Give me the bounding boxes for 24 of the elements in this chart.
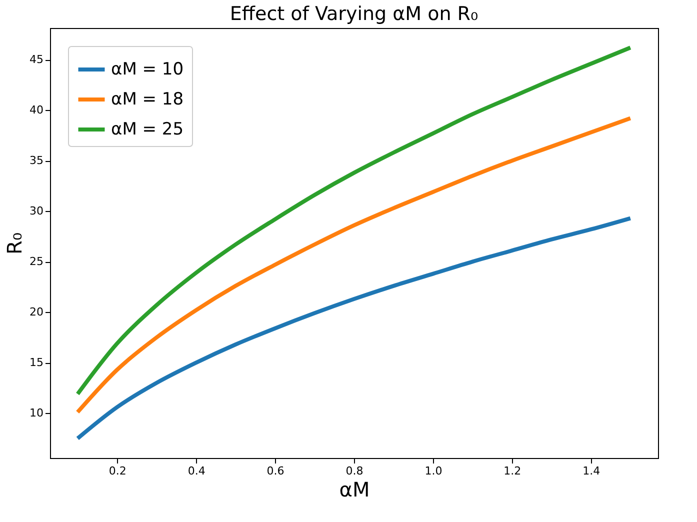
y-tick-label: 40 [30, 104, 44, 117]
line-series [76, 46, 632, 396]
x-tick-label: 0.2 [108, 464, 126, 478]
y-tick-label: 15 [30, 356, 44, 370]
line-series [76, 216, 632, 440]
y-tick-label: 25 [30, 255, 44, 268]
x-tick-label: 0.6 [266, 464, 284, 478]
x-axis-title: αM [339, 478, 370, 502]
y-axis-title: R₀ [2, 232, 27, 254]
legend-label: αM = 10 [111, 60, 184, 80]
x-tick-label: 0.8 [346, 464, 364, 478]
x-tick-label: 1.2 [504, 464, 522, 478]
y-tick-label: 35 [30, 154, 44, 168]
x-tick-label: 1.0 [424, 464, 442, 478]
y-tick-label: 45 [30, 53, 44, 66]
y-tick-label: 20 [30, 306, 44, 319]
x-tick-label: 0.4 [188, 464, 206, 478]
legend-label: αM = 18 [111, 90, 184, 110]
x-tick-label: 1.4 [582, 464, 600, 478]
y-tick-label: 30 [30, 204, 44, 218]
chart-title: Effect of Varying αM on R₀ [230, 3, 478, 25]
y-tick-label: 10 [30, 406, 44, 420]
legend-label: αM = 25 [111, 120, 184, 140]
line-series [76, 116, 632, 414]
